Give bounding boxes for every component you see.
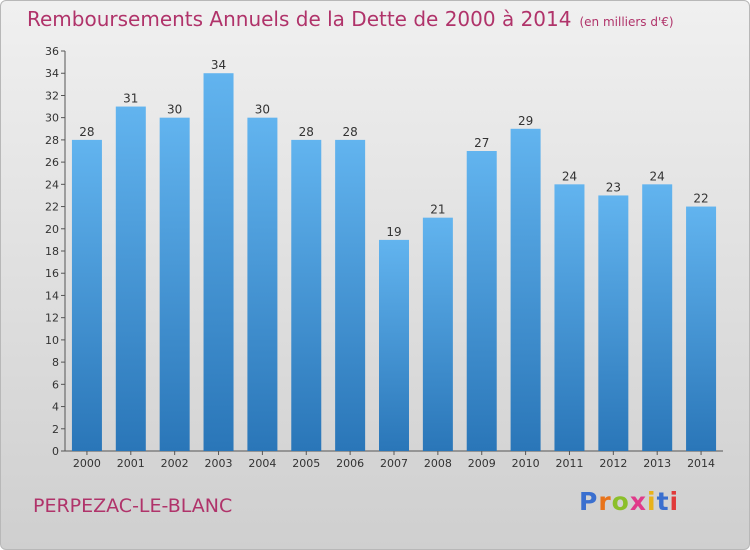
y-tick-label: 10: [45, 334, 59, 347]
data-label-2009: 27: [474, 136, 489, 150]
x-tick-label-2006: 2006: [336, 457, 364, 470]
commune-name: PERPEZAC-LE-BLANC: [33, 495, 233, 517]
data-label-2002: 30: [167, 103, 182, 117]
data-label-2000: 28: [79, 125, 94, 139]
bar-2006: [335, 139, 366, 451]
bar-2009: [466, 151, 497, 451]
y-tick-label: 32: [45, 89, 59, 102]
bar-2011: [554, 184, 585, 452]
data-label-2001: 31: [123, 92, 138, 106]
data-label-2011: 24: [562, 169, 577, 183]
bar-2002: [159, 117, 190, 452]
bar-2000: [71, 139, 102, 451]
y-tick-label: 16: [45, 267, 59, 280]
x-tick-label-2009: 2009: [468, 457, 496, 470]
bar-2014: [686, 206, 717, 451]
y-tick-label: 20: [45, 223, 59, 236]
bar-2008: [422, 217, 453, 451]
bar-2003: [203, 73, 234, 451]
y-tick-label: 14: [45, 289, 59, 302]
logo-letter: t: [656, 487, 670, 516]
y-tick-label: 2: [52, 423, 59, 436]
bar-2004: [247, 117, 278, 452]
x-tick-label-2001: 2001: [117, 457, 145, 470]
bar-2005: [291, 139, 322, 451]
x-tick-label-2013: 2013: [643, 457, 671, 470]
chart-title: Remboursements Annuels de la Dette de 20…: [27, 7, 674, 31]
logo-letter: o: [611, 487, 630, 516]
chart-unit: (en milliers d'€): [579, 15, 674, 29]
data-label-2014: 22: [693, 192, 708, 206]
bar-2010: [510, 128, 541, 451]
y-tick-label: 26: [45, 156, 59, 169]
data-label-2010: 29: [518, 114, 533, 128]
y-tick-label: 34: [45, 67, 59, 80]
y-tick-label: 36: [45, 45, 59, 58]
x-tick-label-2003: 2003: [205, 457, 233, 470]
x-tick-label-2005: 2005: [292, 457, 320, 470]
bar-2013: [642, 184, 673, 452]
x-tick-label-2002: 2002: [161, 457, 189, 470]
data-label-2003: 34: [211, 58, 226, 72]
y-tick-label: 22: [45, 201, 59, 214]
bar-2012: [598, 195, 629, 451]
data-label-2004: 30: [255, 103, 270, 117]
y-tick-label: 6: [52, 378, 59, 391]
data-label-2005: 28: [299, 125, 314, 139]
data-label-2007: 19: [386, 225, 401, 239]
bar-2001: [115, 106, 146, 452]
logo-letter: r: [598, 487, 612, 516]
logo-letter: i: [647, 487, 657, 516]
y-tick-label: 4: [52, 401, 59, 414]
data-label-2006: 28: [342, 125, 357, 139]
y-tick-label: 12: [45, 312, 59, 325]
y-tick-label: 0: [52, 445, 59, 458]
logo-letter: P: [579, 487, 599, 516]
chart-title-text: Remboursements Annuels de la Dette de 20…: [27, 7, 572, 31]
y-tick-label: 30: [45, 112, 59, 125]
proxiti-logo: Proxiti: [579, 487, 679, 516]
x-tick-label-2012: 2012: [599, 457, 627, 470]
x-tick-label-2011: 2011: [555, 457, 583, 470]
x-tick-label-2008: 2008: [424, 457, 452, 470]
x-tick-label-2014: 2014: [687, 457, 715, 470]
x-tick-label-2004: 2004: [248, 457, 276, 470]
y-tick-label: 8: [52, 356, 59, 369]
bar-2007: [379, 239, 409, 451]
data-label-2012: 23: [606, 180, 621, 194]
x-tick-label-2000: 2000: [73, 457, 101, 470]
x-tick-label-2007: 2007: [380, 457, 408, 470]
x-tick-label-2010: 2010: [512, 457, 540, 470]
logo-letter: x: [629, 487, 647, 516]
data-label-2008: 21: [430, 203, 445, 217]
y-tick-label: 24: [45, 178, 59, 191]
y-tick-label: 28: [45, 134, 59, 147]
y-tick-label: 18: [45, 245, 59, 258]
data-label-2013: 24: [650, 169, 665, 183]
logo-letter: i: [669, 487, 680, 516]
